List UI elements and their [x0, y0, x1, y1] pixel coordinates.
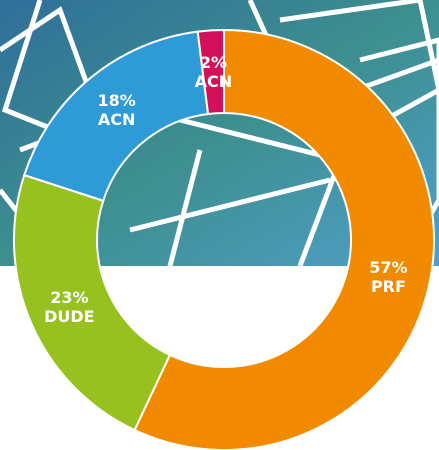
slice-label: 23% DUDE [44, 287, 94, 325]
slice-category-label: ACN [195, 71, 233, 90]
slice-label: 18% ACN [97, 91, 135, 129]
slice-value-label: 18% [97, 91, 135, 110]
slice-label: 2% ACN [195, 52, 233, 90]
slice-value-label: 57% [369, 257, 407, 276]
slice-value-label: 23% [50, 287, 88, 306]
slice-value-label: 2% [200, 52, 227, 71]
donut-slice [133, 28, 435, 450]
donut-slice [196, 28, 225, 116]
slice-category-label: DUDE [44, 306, 94, 325]
slice-category-label: PRF [371, 276, 406, 295]
slice-label: 57% PRF [369, 257, 407, 295]
donut-slice [13, 173, 172, 432]
slice-category-label: ACN [98, 110, 136, 129]
